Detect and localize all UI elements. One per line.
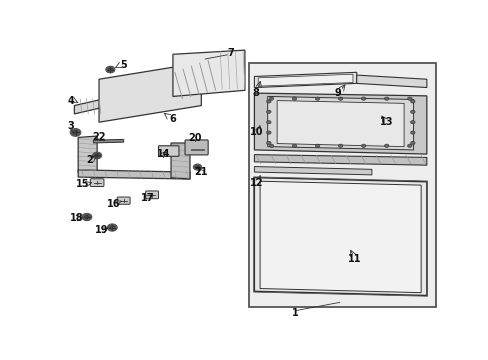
Text: 15: 15 [76,179,90,189]
Circle shape [410,131,414,134]
Circle shape [410,141,414,145]
Circle shape [193,164,202,170]
Polygon shape [254,167,371,175]
Text: 11: 11 [347,255,361,264]
Text: 1: 1 [291,309,298,319]
Text: 14: 14 [156,149,170,159]
Polygon shape [254,155,426,165]
Text: 9: 9 [334,88,341,98]
FancyBboxPatch shape [184,140,208,155]
FancyBboxPatch shape [145,191,158,199]
Circle shape [410,110,414,113]
Circle shape [268,97,273,100]
Polygon shape [258,74,352,86]
Bar [248,63,435,307]
Polygon shape [254,177,426,296]
Polygon shape [356,75,426,87]
Circle shape [292,97,296,100]
Text: 12: 12 [249,177,263,188]
Polygon shape [99,63,201,122]
Polygon shape [74,99,104,114]
Circle shape [384,97,388,100]
Circle shape [361,97,365,100]
Text: 22: 22 [92,132,105,143]
Polygon shape [171,143,189,179]
Polygon shape [173,50,244,96]
Polygon shape [260,181,420,293]
Polygon shape [277,100,403,147]
Circle shape [107,224,117,231]
Circle shape [266,131,270,134]
Circle shape [407,144,411,148]
Circle shape [92,152,102,159]
Polygon shape [93,139,123,143]
Circle shape [315,97,319,100]
Text: 13: 13 [379,117,392,127]
Text: 5: 5 [120,60,127,70]
Circle shape [338,144,342,148]
Circle shape [315,144,319,148]
Circle shape [407,97,411,100]
Circle shape [410,121,414,124]
FancyBboxPatch shape [117,197,130,204]
Text: 17: 17 [141,193,154,203]
Text: 16: 16 [107,199,121,209]
FancyBboxPatch shape [90,179,104,186]
Circle shape [266,141,270,145]
Polygon shape [78,170,189,179]
Text: 10: 10 [249,127,263,137]
Text: 6: 6 [169,114,176,123]
Text: 4: 4 [67,96,74,107]
Polygon shape [78,136,97,172]
Circle shape [105,66,115,73]
FancyBboxPatch shape [158,146,179,156]
Circle shape [268,144,273,148]
Circle shape [266,121,270,124]
Text: 21: 21 [194,167,208,177]
Text: 19: 19 [95,225,109,235]
Text: 3: 3 [67,121,74,131]
Circle shape [361,144,365,148]
Circle shape [266,110,270,113]
Circle shape [338,97,342,100]
Circle shape [410,100,414,103]
Text: 18: 18 [69,213,83,223]
Circle shape [266,100,270,103]
Text: 2: 2 [86,155,93,165]
Polygon shape [254,72,356,87]
Text: 20: 20 [188,133,201,143]
Circle shape [292,144,296,148]
Circle shape [384,144,388,148]
Polygon shape [254,93,426,154]
Text: 7: 7 [227,49,234,58]
Polygon shape [267,96,413,150]
Circle shape [82,213,92,221]
Text: 8: 8 [252,88,259,98]
Circle shape [70,129,81,136]
